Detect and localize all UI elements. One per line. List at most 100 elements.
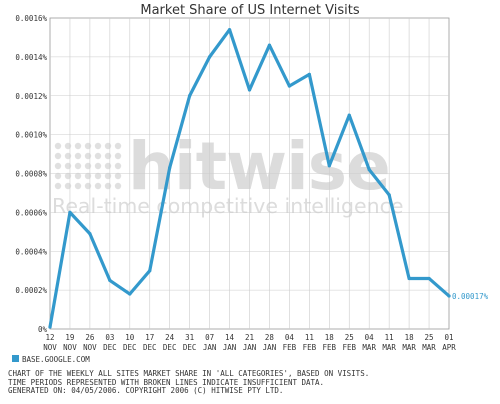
data-point — [267, 43, 272, 47]
y-tick-label: 0.0006% — [15, 208, 47, 217]
data-point — [327, 164, 331, 168]
chart-footer-notes: CHART OF THE WEEKLY ALL SITES MARKET SHA… — [8, 369, 498, 396]
x-tick-label-month: MAR — [382, 343, 396, 352]
y-tick-label: 0.0008% — [15, 170, 47, 179]
watermark-dot — [104, 162, 112, 170]
data-point — [407, 276, 411, 281]
x-tick-label-day: 01 — [444, 333, 453, 342]
legend-label: BASE.GOOGLE.COM — [22, 355, 90, 364]
series-layer — [48, 28, 451, 329]
data-point — [287, 84, 291, 88]
watermark-dot — [54, 182, 62, 190]
x-tick-label-day: 31 — [185, 333, 194, 342]
y-axis-ticks: 0% 0.0002% 0.0004% 0.0006% 0.0008% 0.0010% 0.0… — [15, 14, 47, 334]
chart-title: Market Share of US Internet Visits — [140, 3, 359, 18]
x-tick-label-day: 12 — [45, 333, 54, 342]
y-tick-label: 0.0010% — [15, 131, 47, 140]
x-tick-label-month: FEB — [342, 343, 356, 352]
y-tick-label: 0.0002% — [15, 286, 47, 295]
watermark-dot — [104, 182, 112, 190]
data-point — [68, 210, 72, 214]
data-point — [447, 294, 451, 298]
x-tick-label-day: 21 — [245, 333, 254, 342]
grid — [49, 17, 450, 330]
x-tick-label-day: 10 — [125, 333, 135, 342]
watermark-dot — [74, 162, 82, 170]
last-value-label: 0.00017% — [452, 292, 489, 301]
watermark-dot — [54, 142, 62, 150]
watermark-dot — [64, 182, 72, 190]
x-tick-label-month: APR — [442, 343, 456, 352]
watermark-dot — [94, 172, 102, 180]
x-tick-label-day: 07 — [205, 333, 214, 342]
data-point — [208, 55, 212, 59]
x-tick-label-month: FEB — [283, 343, 297, 352]
watermark: hitwise Real-time competitive intelligen… — [52, 128, 403, 218]
x-tick-label-day: 26 — [85, 333, 95, 342]
watermark-dot — [94, 142, 102, 150]
watermark-dot — [104, 142, 112, 150]
data-point — [108, 278, 112, 283]
x-tick-label-day: 25 — [425, 333, 434, 342]
watermark-dot — [94, 162, 102, 170]
watermark-dot — [104, 152, 112, 160]
watermark-dot — [54, 152, 62, 160]
data-point — [128, 292, 132, 296]
data-point — [427, 276, 431, 281]
x-axis-ticks: 12NOV19NOV26NOV03DEC10DEC17DEC24DEC31DEC… — [43, 333, 456, 352]
data-point — [247, 88, 252, 92]
watermark-dot — [64, 172, 72, 180]
x-tick-label-day: 11 — [305, 333, 314, 342]
x-tick-label-day: 18 — [405, 333, 415, 342]
x-tick-label-day: 18 — [325, 333, 335, 342]
x-tick-label-day: 28 — [265, 333, 275, 342]
watermark-dot — [74, 142, 82, 150]
x-tick-label-month: NOV — [83, 343, 97, 352]
x-tick-label-day: 04 — [365, 333, 375, 342]
x-tick-label-month: FEB — [323, 343, 337, 352]
watermark-dot — [54, 172, 62, 180]
data-point — [387, 193, 391, 197]
x-tick-label-month: DEC — [143, 343, 157, 352]
watermark-dot — [114, 182, 122, 190]
watermark-dot — [84, 162, 92, 170]
data-point — [188, 94, 192, 98]
watermark-dot — [94, 152, 102, 160]
x-tick-label-month: JAN — [263, 343, 277, 352]
y-tick-label: 0.0016% — [15, 14, 47, 23]
y-tick-label: 0% — [38, 325, 48, 334]
watermark-dot — [74, 152, 82, 160]
watermark-dot — [64, 152, 72, 160]
x-tick-label-day: 19 — [65, 333, 74, 342]
watermark-dot — [84, 182, 92, 190]
x-tick-label-day: 17 — [145, 333, 154, 342]
watermark-dot-grid — [54, 142, 122, 190]
x-tick-label-month: MAR — [362, 343, 376, 352]
footer-line-2: TIME PERIODS REPRESENTED WITH BROKEN LIN… — [8, 377, 325, 387]
x-tick-label-month: DEC — [163, 343, 177, 352]
x-tick-label-month: JAN — [203, 343, 217, 352]
watermark-brand: hitwise — [128, 128, 390, 205]
data-point — [48, 325, 52, 329]
x-tick-label-day: 04 — [285, 333, 295, 342]
x-tick-label-day: 11 — [385, 333, 394, 342]
watermark-dot — [114, 142, 122, 150]
y-tick-label: 0.0004% — [15, 247, 47, 256]
legend: BASE.GOOGLE.COM — [12, 355, 90, 364]
x-tick-label-month: NOV — [43, 343, 57, 352]
data-point — [227, 28, 232, 32]
footer-line-1: CHART OF THE WEEKLY ALL SITES MARKET SHA… — [8, 369, 370, 378]
y-tick-label: 0.0012% — [15, 92, 47, 101]
data-point — [168, 166, 172, 170]
footer-line-3: GENERATED ON: 04/05/2006. COPYRIGHT 2006… — [8, 386, 284, 396]
watermark-dot — [74, 182, 82, 190]
watermark-tagline: Real-time competitive intelligence — [52, 194, 403, 218]
x-tick-label-day: 25 — [345, 333, 354, 342]
watermark-dot — [114, 172, 122, 180]
x-tick-label-day: 03 — [105, 333, 114, 342]
data-point — [148, 269, 152, 273]
watermark-dot — [84, 142, 92, 150]
x-tick-label-month: DEC — [103, 343, 117, 352]
x-tick-label-day: 14 — [225, 333, 235, 342]
x-tick-label-month: JAN — [223, 343, 237, 352]
